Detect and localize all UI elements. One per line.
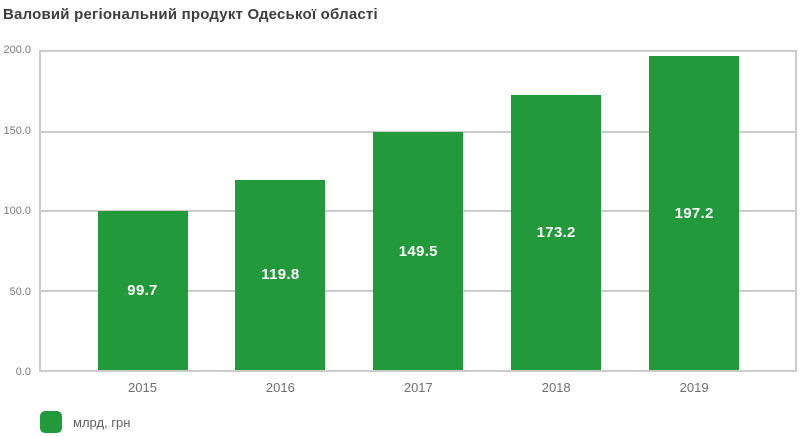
- legend-swatch: [40, 411, 62, 433]
- chart-title: Валовий регіональний продукт Одеської об…: [3, 6, 378, 23]
- x-axis-tick-label: 2016: [265, 380, 295, 395]
- bar-2016: 119.8: [235, 179, 326, 370]
- legend: млрд, грн: [40, 411, 130, 433]
- bar-2019: 197.2: [649, 56, 740, 370]
- x-axis: 2015 2016 2017 2018 2019: [41, 380, 795, 398]
- bar-value-label: 173.2: [536, 223, 576, 241]
- bar-value-label: 197.2: [674, 204, 714, 222]
- y-axis-tick-label: 150.0: [3, 124, 31, 137]
- x-axis-tick-label: 2018: [541, 380, 571, 395]
- y-axis-tick-label: 200.0: [3, 44, 31, 56]
- plot-area: 99.7 119.8 149.5 173.2 197.2: [39, 50, 797, 372]
- y-axis: 0.0 50.0 100.0 150.0 200.0: [0, 0, 32, 436]
- x-axis-tick-label: 2015: [128, 380, 157, 395]
- plot-grid: 99.7 119.8 149.5 173.2 197.2: [41, 52, 795, 370]
- bar-2017: 149.5: [373, 132, 464, 370]
- y-axis-tick-label: 0.0: [15, 366, 31, 378]
- y-axis-tick-label: 100.0: [3, 205, 31, 217]
- bar-value-label: 149.5: [398, 242, 438, 260]
- bar-2018: 173.2: [511, 94, 602, 370]
- x-axis-tick-label: 2019: [679, 380, 709, 395]
- y-axis-tick-label: 50.0: [9, 285, 31, 298]
- bar-value-label: 119.8: [261, 266, 300, 284]
- bar-2015: 99.7: [97, 211, 188, 370]
- legend-label: млрд, грн: [73, 414, 131, 430]
- gridline: [41, 130, 795, 133]
- x-axis-tick-label: 2017: [403, 380, 433, 395]
- bar-value-label: 99.7: [127, 282, 158, 300]
